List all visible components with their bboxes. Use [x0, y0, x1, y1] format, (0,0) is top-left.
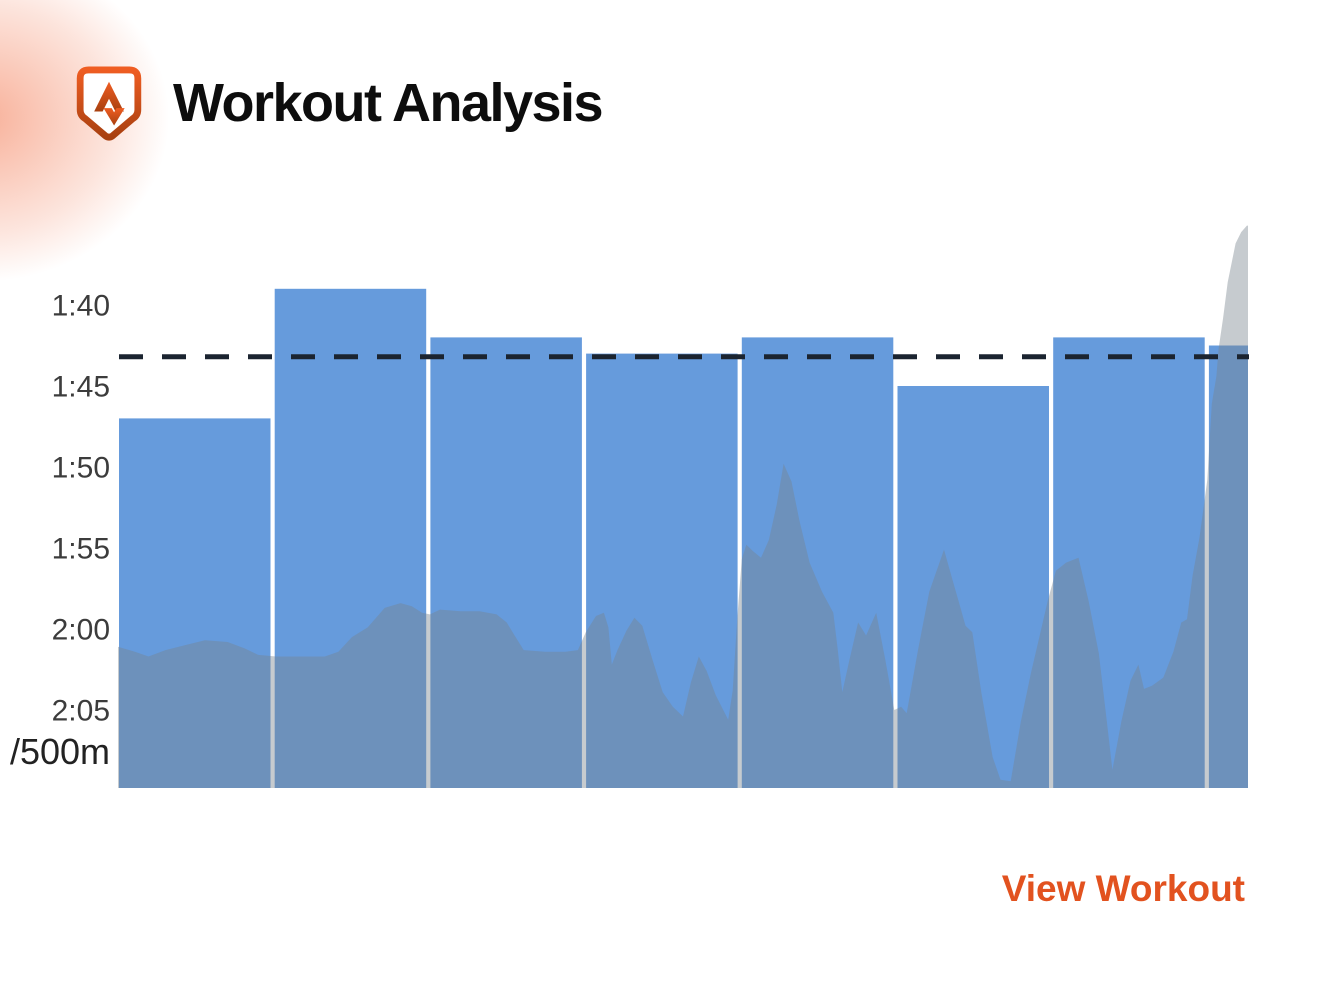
pace-trace-area: [118, 225, 1248, 789]
y-axis-tick-label: 1:50: [52, 452, 110, 485]
interval-bar: [586, 353, 738, 788]
y-axis-unit-label: /500m: [10, 731, 110, 772]
interval-bar: [119, 418, 271, 788]
y-axis-tick-label: 1:40: [52, 290, 110, 323]
shield-outline: [76, 66, 142, 141]
y-axis-tick-label: 1:55: [52, 533, 110, 566]
y-axis-tick-labels: 1:40 1:45 1:50 1:55 2:00 2:05: [52, 290, 110, 728]
strava-shield-icon: [76, 66, 142, 141]
interval-bar: [274, 288, 427, 788]
header: Workout Analysis: [75, 64, 604, 142]
interval-bar: [897, 386, 1049, 788]
interval-bars-group: [119, 288, 1248, 788]
view-workout-link[interactable]: View Workout: [1001, 868, 1245, 909]
interval-bar: [1208, 345, 1248, 788]
page-title: Workout Analysis: [173, 73, 604, 133]
y-axis-tick-label: 1:45: [52, 371, 110, 404]
interval-bar: [1053, 337, 1205, 788]
interval-bar: [430, 337, 582, 788]
y-axis-tick-label: 2:00: [52, 614, 110, 647]
interval-bar: [741, 337, 894, 788]
chevron-arrow-down: [103, 108, 125, 126]
y-axis-tick-label: 2:05: [52, 695, 110, 728]
mountain-arrow-up: [94, 81, 124, 112]
